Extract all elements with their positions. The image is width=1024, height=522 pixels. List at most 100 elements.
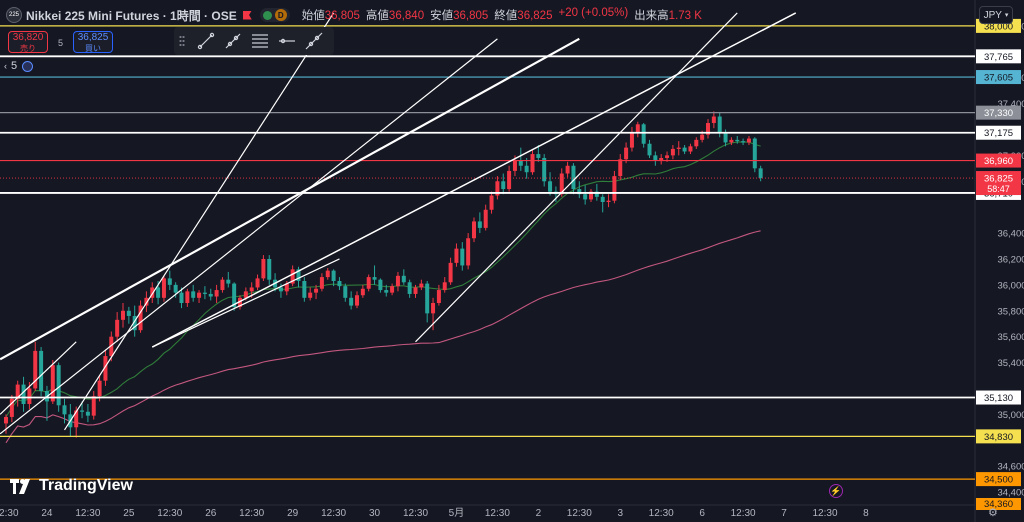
candle <box>337 280 342 287</box>
ohlc-values: 始値36,805 高値36,840 安値36,805 終値36,825 +20 … <box>302 7 702 23</box>
brand-name: TradingView <box>39 477 133 494</box>
candle <box>284 283 289 292</box>
candle <box>723 133 728 143</box>
candle <box>173 284 178 293</box>
candle <box>349 297 354 306</box>
bottom-price-tag <box>976 498 1021 510</box>
candle <box>85 411 90 416</box>
ray-tool[interactable] <box>222 31 244 51</box>
candle <box>390 286 395 293</box>
candle <box>202 292 207 294</box>
trend-line-tool[interactable] <box>195 31 217 51</box>
candle <box>50 365 55 402</box>
candle <box>752 138 757 169</box>
buy-label: 買い <box>85 44 101 53</box>
candle <box>577 189 582 195</box>
flag-icon[interactable] <box>242 10 252 20</box>
level-price-tag <box>976 49 1021 64</box>
y-tick-label: 36,200 <box>997 254 1024 265</box>
x-tick-label: 6 <box>699 508 705 519</box>
horizontal-line-icon <box>279 38 296 44</box>
candle <box>243 291 248 298</box>
y-tick-label: 37,400 <box>997 99 1024 110</box>
candle <box>706 123 710 135</box>
candle <box>191 291 196 298</box>
candle <box>460 248 465 266</box>
trend-line <box>151 258 340 348</box>
candle <box>548 181 553 192</box>
candle <box>676 147 681 149</box>
trend-line-icon <box>197 32 214 50</box>
x-tick-label: 12:30 <box>239 508 264 519</box>
spread-value: 5 <box>58 38 64 48</box>
symbol-title[interactable]: Nikkei 225 Mini Futures · 1時間 · OSE <box>26 8 237 23</box>
ray-icon <box>225 33 241 49</box>
moving-average-short <box>5 141 761 418</box>
horizontal-line-tool[interactable] <box>276 31 298 51</box>
x-tick-label: 26 <box>205 508 217 519</box>
tradingview-logo[interactable]: TradingView <box>10 477 133 495</box>
x-tick-label: 7 <box>781 508 787 519</box>
candle <box>132 315 137 331</box>
candle <box>150 287 155 298</box>
candle <box>624 147 629 160</box>
candle <box>232 283 237 307</box>
candle <box>670 148 675 156</box>
candle <box>179 292 184 303</box>
symbol-logo-icon[interactable]: 225 <box>6 7 22 23</box>
candle <box>366 277 371 289</box>
drawing-toolbar <box>174 27 334 55</box>
extended-line-tool[interactable] <box>303 31 325 51</box>
candle <box>343 286 348 298</box>
fib-levels-tool[interactable] <box>249 31 271 51</box>
close-value: 終値36,825 <box>494 10 553 22</box>
x-tick-label: 24 <box>41 508 53 519</box>
candle <box>495 181 500 196</box>
candle <box>308 292 313 298</box>
candle <box>629 132 634 148</box>
change-value: +20 (+0.05%) <box>558 7 629 19</box>
market-status-pill[interactable]: D <box>259 8 290 22</box>
settings-icon[interactable]: ⚙ <box>988 507 998 519</box>
eye-icon[interactable] <box>22 60 34 72</box>
x-tick-label: 25 <box>123 508 135 519</box>
candle <box>226 279 231 284</box>
indicator-legend[interactable]: ‹ 5 <box>4 60 34 72</box>
candle <box>372 277 377 280</box>
tradingview-mark-icon <box>10 478 30 494</box>
candle <box>91 396 96 416</box>
candle <box>56 365 61 406</box>
sell-button[interactable]: 36,820 売り <box>8 31 48 53</box>
moving-average-long <box>5 230 761 444</box>
level-price-label: 34,830 <box>984 432 1013 443</box>
candle <box>109 336 114 357</box>
candle <box>103 356 108 381</box>
candle <box>618 159 623 177</box>
currency-button[interactable]: JPY ▾ <box>979 6 1013 24</box>
x-tick-label: 12:30 <box>157 508 182 519</box>
collapse-chevron-icon[interactable]: ‹ <box>4 61 7 71</box>
x-tick-label: 12:30 <box>403 508 428 519</box>
buy-button[interactable]: 36,825 買い <box>73 31 113 53</box>
fib-levels-icon <box>251 34 268 48</box>
candle <box>39 350 44 392</box>
candle <box>167 278 172 285</box>
candle <box>185 291 190 303</box>
candle <box>331 270 336 281</box>
candle <box>507 170 512 190</box>
candle <box>477 221 482 228</box>
high-value: 高値36,840 <box>365 10 425 22</box>
candle <box>431 303 436 314</box>
candle <box>641 124 646 144</box>
lightning-icon[interactable]: ⚡ <box>829 484 843 498</box>
level-price-tag <box>976 472 1021 487</box>
candle <box>647 143 652 156</box>
y-tick-label: 35,000 <box>997 410 1024 421</box>
y-tick-label: 35,600 <box>997 332 1024 343</box>
candle <box>425 283 430 314</box>
level-price-label: 36,960 <box>984 156 1013 167</box>
sell-price: 36,820 <box>12 32 44 43</box>
candle <box>220 279 225 291</box>
drag-handle-icon[interactable] <box>179 35 185 47</box>
